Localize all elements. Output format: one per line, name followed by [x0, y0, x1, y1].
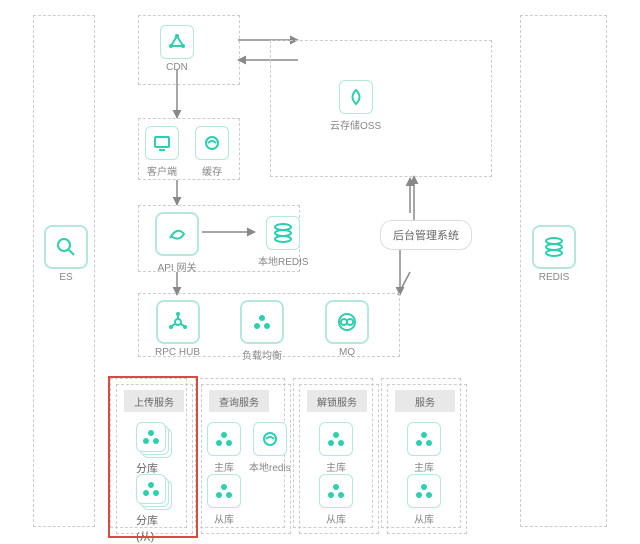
item-label: 本地redis	[249, 459, 291, 474]
tri-icon	[407, 422, 441, 456]
node-label: 云存储OSS	[330, 117, 381, 132]
tri-icon	[207, 422, 241, 456]
node-cdn: CDN	[160, 25, 194, 73]
tri-icon	[207, 474, 241, 508]
node-lredis: 本地REDIS	[258, 216, 309, 268]
item-label: 从库	[319, 511, 353, 526]
node-label: RPC HUB	[155, 347, 200, 358]
service-item: 主库	[319, 422, 353, 474]
service-header: 查询服务	[209, 390, 269, 412]
tri-icon	[240, 300, 284, 344]
tri-icon	[407, 474, 441, 508]
node-label: ES	[44, 272, 88, 283]
node-label: 负载均衡	[240, 347, 284, 362]
item-label: 从库	[207, 511, 241, 526]
node-label: 客户端	[145, 163, 179, 178]
node-client: 客户端	[145, 126, 179, 178]
service-item: 从库	[207, 474, 241, 526]
highlight-box	[108, 376, 198, 538]
leaf-icon	[339, 80, 373, 114]
service-item: 本地redis	[249, 422, 291, 474]
node-redis_r: REDIS	[532, 225, 576, 283]
item-label: 主库	[407, 459, 441, 474]
node-mgmt: 后台管理系统	[380, 220, 472, 250]
node-label: API 网关	[155, 259, 199, 274]
node-label: 后台管理系统	[380, 220, 472, 250]
service-header: 解锁服务	[307, 390, 367, 412]
search-icon	[44, 225, 88, 269]
dots-icon	[160, 25, 194, 59]
node-label: MQ	[325, 347, 369, 358]
node-lb: 负载均衡	[240, 300, 284, 362]
node-cache: 缓存	[195, 126, 229, 178]
stackdb-icon	[266, 216, 300, 250]
service-item: 主库	[407, 422, 441, 474]
service-item: 从库	[407, 474, 441, 526]
node-label: CDN	[160, 62, 194, 73]
service-header: 服务	[395, 390, 455, 412]
node-apigw: API 网关	[155, 212, 199, 274]
node-label: REDIS	[532, 272, 576, 283]
tri-icon	[319, 422, 353, 456]
stackdb-icon	[532, 225, 576, 269]
hub-icon	[156, 300, 200, 344]
service-item: 主库	[207, 422, 241, 474]
hands-icon	[195, 126, 229, 160]
tri-icon	[319, 474, 353, 508]
mq-icon	[325, 300, 369, 344]
monitor-icon	[145, 126, 179, 160]
item-label: 从库	[407, 511, 441, 526]
node-label: 本地REDIS	[258, 253, 309, 268]
node-mq: MQ	[325, 300, 369, 358]
node-rpc: RPC HUB	[155, 300, 200, 358]
service-item: 从库	[319, 474, 353, 526]
node-label: 缓存	[195, 163, 229, 178]
hands-icon	[253, 422, 287, 456]
node-oss: 云存储OSS	[330, 80, 381, 132]
item-label: 主库	[319, 459, 353, 474]
item-label: 主库	[207, 459, 241, 474]
node-es: ES	[44, 225, 88, 283]
curl-icon	[155, 212, 199, 256]
